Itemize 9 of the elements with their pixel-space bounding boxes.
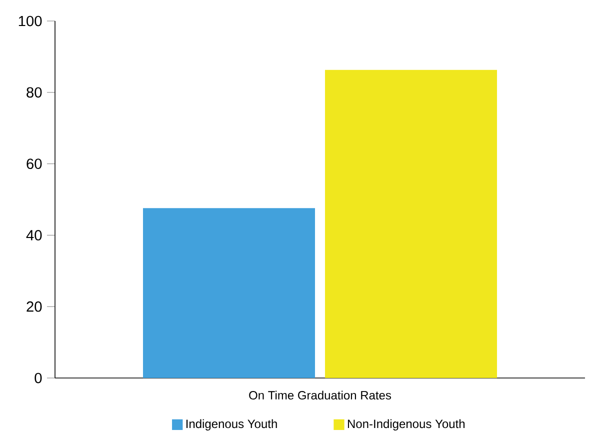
y-tick-label: 20 (26, 301, 42, 312)
y-tick-label: 0 (34, 372, 42, 384)
x-tick-label: On Time Graduation Rates (249, 390, 392, 400)
legend-label: Indigenous Youth (186, 419, 277, 430)
legend-label: Non-Indigenous Youth (348, 419, 465, 430)
y-tick-label: 100 (18, 16, 42, 26)
y-tick-label: 80 (26, 87, 42, 98)
y-tick-label: 60 (26, 158, 42, 169)
y-tick-label: 40 (26, 230, 42, 240)
